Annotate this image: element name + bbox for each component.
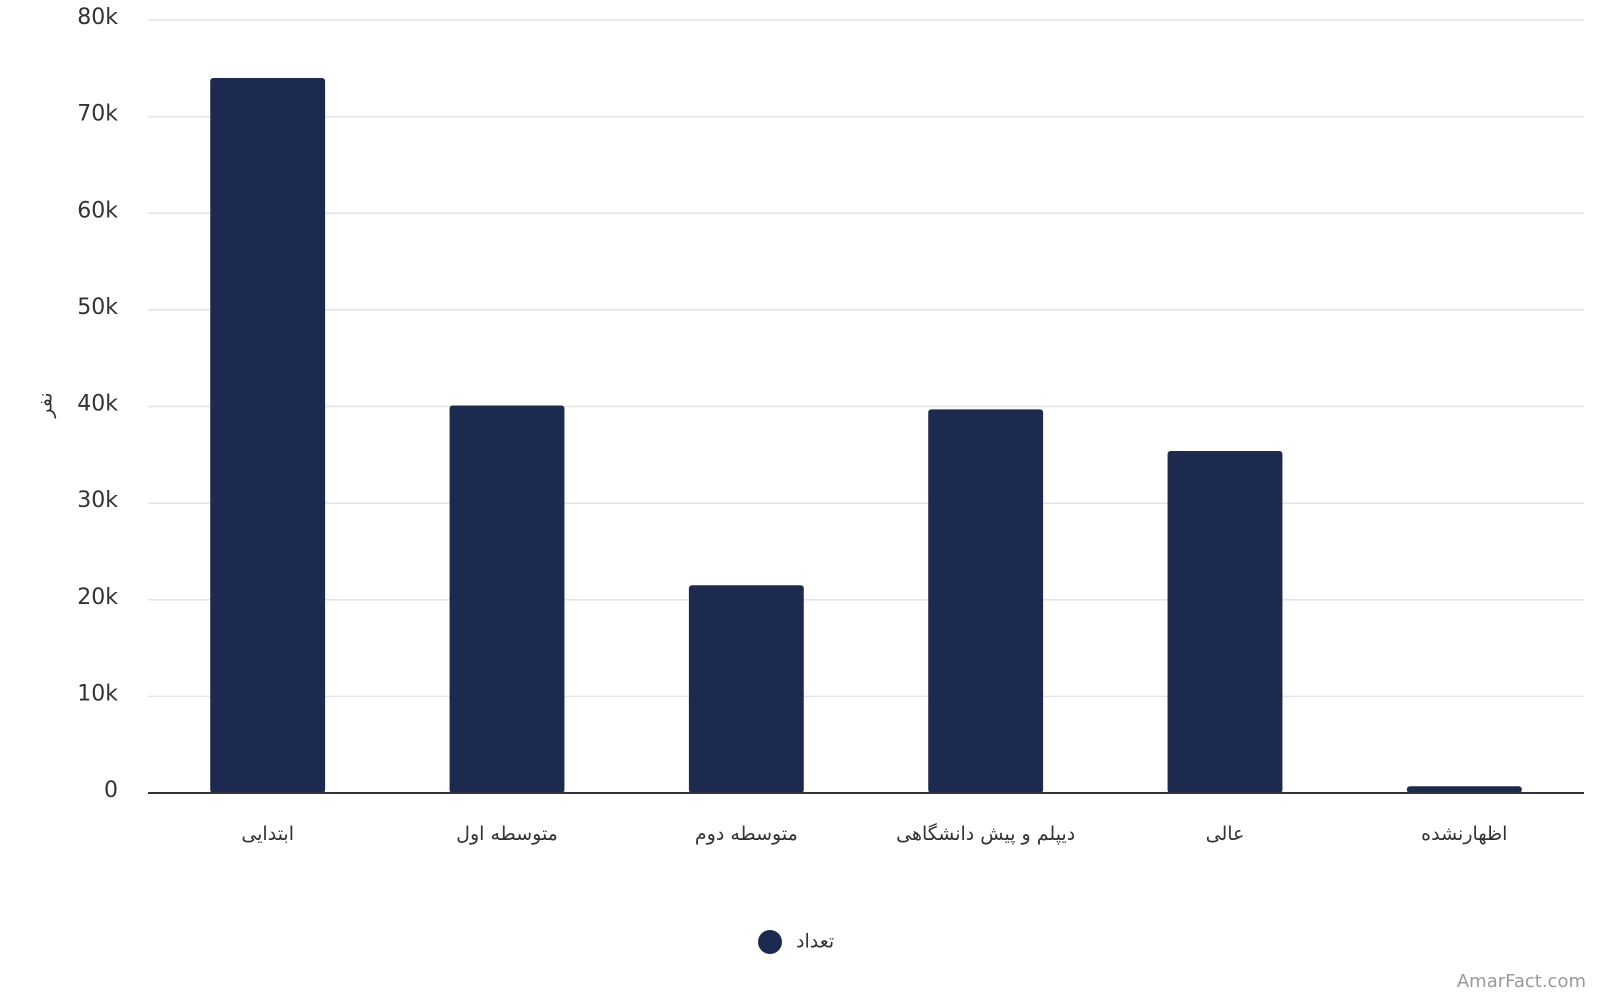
y-tick-label: 80k bbox=[77, 5, 118, 30]
x-tick-label: دیپلم و پیش دانشگاهی bbox=[896, 823, 1076, 845]
x-tick-label: متوسطه اول bbox=[456, 823, 558, 845]
y-tick-label: 20k bbox=[77, 585, 118, 610]
y-tick-label: 50k bbox=[77, 295, 118, 320]
x-tick-label: متوسطه دوم bbox=[694, 823, 798, 845]
bar bbox=[210, 77, 326, 794]
y-tick-label: 30k bbox=[77, 488, 118, 513]
legend-label: تعداد bbox=[796, 931, 834, 953]
watermark: AmarFact.com bbox=[1456, 971, 1586, 992]
y-axis-label: نفر bbox=[35, 392, 57, 418]
x-tick-label: عالی bbox=[1205, 823, 1245, 845]
y-tick-label: 60k bbox=[77, 198, 118, 223]
bar bbox=[449, 405, 565, 793]
legend-marker bbox=[758, 930, 782, 954]
y-tick-label: 0 bbox=[104, 778, 118, 803]
bar bbox=[928, 409, 1044, 793]
y-tick-label: 10k bbox=[77, 681, 118, 706]
y-tick-label: 40k bbox=[77, 392, 118, 417]
bar bbox=[688, 585, 804, 793]
x-tick-label: اظهارنشده bbox=[1421, 823, 1508, 845]
bar bbox=[1167, 450, 1283, 793]
y-tick-label: 70k bbox=[77, 102, 118, 127]
x-tick-label: ابتدایی bbox=[241, 823, 294, 845]
bar bbox=[1406, 786, 1522, 793]
